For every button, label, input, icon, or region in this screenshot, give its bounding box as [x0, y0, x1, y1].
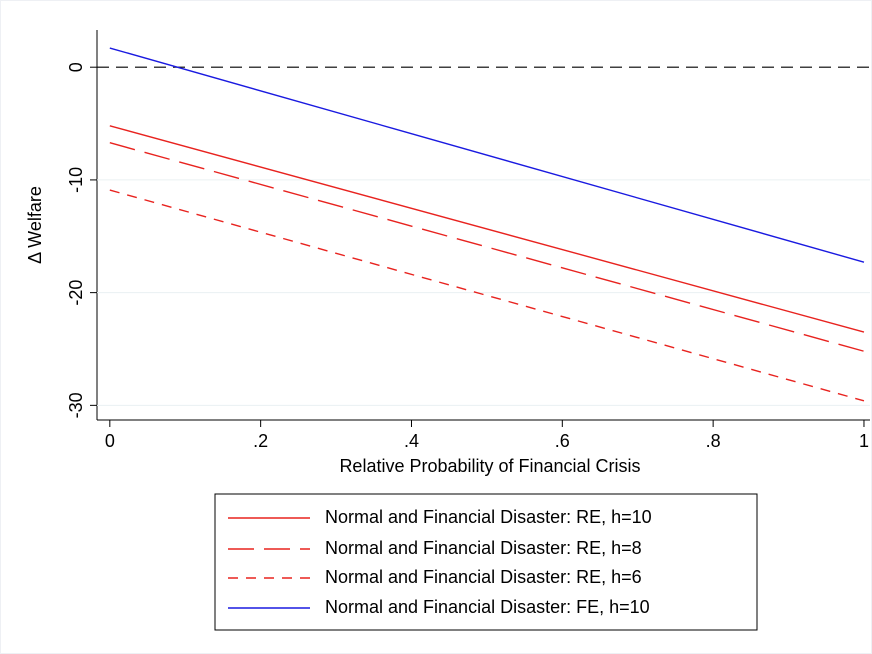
legend-label: Normal and Financial Disaster: RE, h=10 — [325, 507, 652, 527]
x-tick-label: .2 — [253, 431, 268, 451]
legend-label: Normal and Financial Disaster: FE, h=10 — [325, 597, 650, 617]
series-line — [109, 142, 865, 352]
legend-label: Normal and Financial Disaster: RE, h=6 — [325, 567, 642, 587]
y-tick-label: -30 — [66, 392, 86, 418]
x-tick-label: .8 — [706, 431, 721, 451]
series-line — [109, 125, 865, 333]
x-tick-label: .4 — [404, 431, 419, 451]
y-tick-label: 0 — [66, 62, 86, 72]
x-tick-label: 1 — [859, 431, 869, 451]
x-tick-label: .6 — [555, 431, 570, 451]
y-tick-label: -10 — [66, 167, 86, 193]
y-axis-title: Δ Welfare — [25, 186, 45, 264]
legend-label: Normal and Financial Disaster: RE, h=8 — [325, 538, 642, 558]
x-axis-title: Relative Probability of Financial Crisis — [339, 456, 640, 476]
series-line — [109, 47, 865, 263]
series-line — [109, 189, 865, 402]
y-tick-label: -20 — [66, 280, 86, 306]
x-tick-label: 0 — [105, 431, 115, 451]
